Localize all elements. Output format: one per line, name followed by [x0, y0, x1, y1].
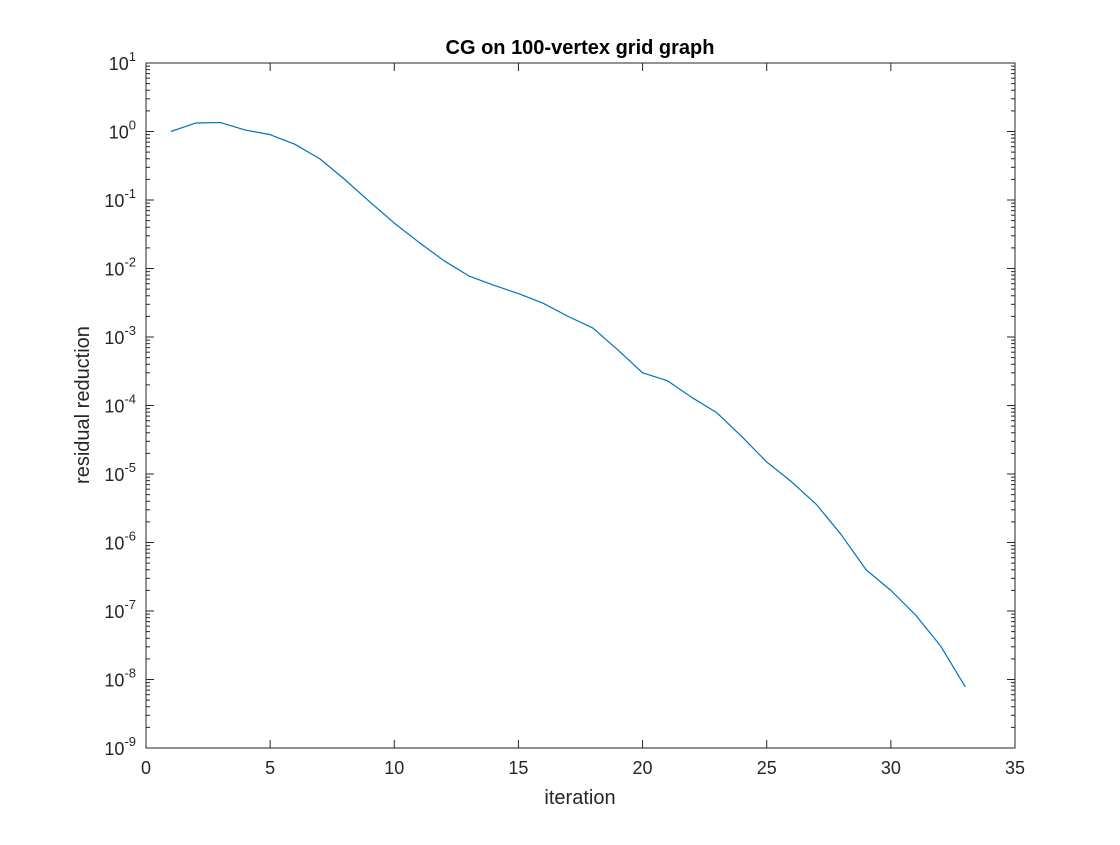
- x-tick-label: 5: [265, 758, 275, 778]
- y-tick-label: 10-1: [104, 186, 136, 211]
- x-tick-label: 25: [757, 758, 777, 778]
- x-tick-label: 35: [1005, 758, 1025, 778]
- y-axis-label: residual reduction: [72, 326, 94, 484]
- x-tick-label: 0: [141, 758, 151, 778]
- y-tick-label: 10-6: [104, 529, 136, 554]
- x-tick-label: 15: [508, 758, 528, 778]
- series-line: [170, 121, 966, 688]
- x-axis: 0 5 10 15 20 25 30 35: [141, 63, 1025, 778]
- y-tick-label: 100: [109, 118, 136, 143]
- x-axis-label: iteration: [544, 787, 615, 809]
- y-tick-label: 10-3: [104, 323, 136, 348]
- y-axis: 101 100 10-1 10-2 10-3 10-4 10-5 10-6 10-7 10-8 10…: [104, 49, 1015, 759]
- y-tick-label: 10-7: [104, 597, 136, 622]
- x-tick-label: 10: [384, 758, 404, 778]
- series-layer: [170, 121, 966, 688]
- plot-area: [145, 62, 1016, 749]
- y-tick-label: 10-2: [104, 255, 136, 280]
- y-tick-label: 10-8: [104, 666, 136, 691]
- x-tick-label: 30: [881, 758, 901, 778]
- x-tick-label: 20: [633, 758, 653, 778]
- y-tick-label: 10-9: [104, 734, 136, 759]
- y-tick-label: 101: [109, 49, 136, 74]
- chart-title: CG on 100-vertex grid graph: [446, 37, 715, 59]
- y-tick-label: 10-4: [104, 392, 136, 417]
- y-tick-label: 10-5: [104, 460, 136, 485]
